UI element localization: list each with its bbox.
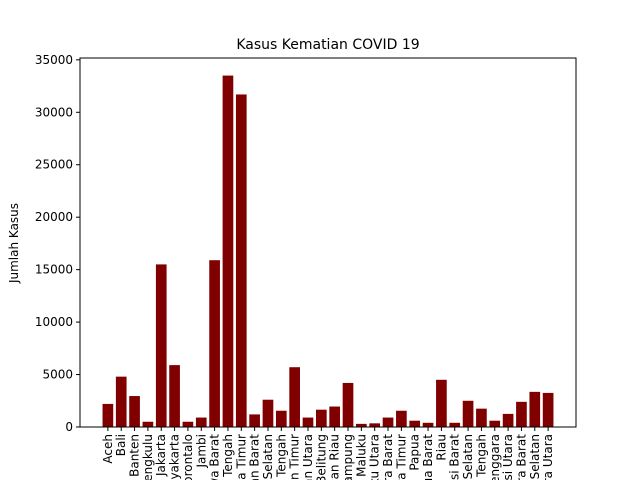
x-tick-label: Kepulauan Bangka Belitung <box>314 434 328 480</box>
x-tick-label: Jambi <box>194 434 208 469</box>
x-tick-label: Riau <box>434 434 448 461</box>
y-tick-label: 25000 <box>35 158 73 172</box>
bar <box>155 264 167 427</box>
y-tick-label: 5000 <box>42 368 73 382</box>
y-tick-label: 35000 <box>35 53 73 67</box>
x-tick-label: Sulawesi Tengah <box>474 434 488 480</box>
bar <box>356 423 367 427</box>
x-tick-label: Maluku Utara <box>368 434 382 480</box>
bar <box>275 410 287 427</box>
bar <box>449 422 461 427</box>
x-tick-label: Lampung <box>341 434 355 480</box>
x-tick-label: Sulawesi Barat <box>448 434 462 480</box>
x-tick-label: DKI Jakarta <box>154 434 168 480</box>
x-tick-label: Jawa Tengah <box>221 434 235 480</box>
y-tick-label: 0 <box>65 420 73 434</box>
x-tick-label: Banten <box>128 434 142 477</box>
x-tick-label: Papua Barat <box>421 434 435 480</box>
bar <box>102 403 114 427</box>
x-tick-label: Sumatera Utara <box>541 434 555 480</box>
bar <box>516 401 527 427</box>
bar <box>396 410 407 427</box>
x-tick-label: Jawa Barat <box>208 434 222 480</box>
bar <box>182 421 194 427</box>
chart-title: Kasus Kematian COVID 19 <box>236 37 419 53</box>
bar <box>142 421 154 427</box>
x-tick-label: Kalimantan Timur <box>288 434 302 480</box>
x-tick-label: Sumatera Barat <box>514 434 528 480</box>
bar <box>249 414 260 427</box>
bar <box>489 420 501 427</box>
x-tick-label: Sulawesi Tenggara <box>488 434 502 480</box>
bar <box>382 417 394 427</box>
x-tick-label: Sumatera Selatan <box>528 434 542 480</box>
bar <box>422 422 434 427</box>
bar <box>289 367 300 427</box>
y-axis-label: Jumlah Kasus <box>7 203 21 284</box>
bar <box>262 399 274 427</box>
x-tick-label: Bengkulu <box>141 434 155 480</box>
bar <box>529 391 541 427</box>
x-tick-label: Nusa Tenggara Barat <box>381 434 395 480</box>
bar <box>409 420 421 427</box>
x-tick-label: Bali <box>114 434 128 456</box>
bar <box>542 392 554 427</box>
x-tick-label: Kalimantan Utara <box>301 434 315 480</box>
x-tick-label: Kepulauan Riau <box>328 434 342 480</box>
bar <box>169 365 180 427</box>
x-tick-label: Sulawesi Utara <box>501 434 515 480</box>
x-tick-label: Gorontalo <box>181 434 195 480</box>
bar <box>302 417 314 427</box>
y-tick-label: 15000 <box>35 263 73 277</box>
y-tick-label: 20000 <box>35 210 73 224</box>
x-tick-label: Kalimantan Barat <box>248 434 262 480</box>
x-tick-label: DI Yogyakarta <box>168 434 182 480</box>
bar <box>436 379 447 427</box>
bar <box>115 376 127 427</box>
y-tick-label: 10000 <box>35 315 73 329</box>
bar <box>342 382 354 427</box>
bar <box>129 396 140 427</box>
y-tick-label: 30000 <box>35 105 73 119</box>
bar <box>195 417 207 427</box>
x-tick-label: Jawa Timur <box>234 434 248 480</box>
bar <box>502 413 514 427</box>
x-tick-label: Papua <box>408 434 422 471</box>
x-tick-label: Aceh <box>101 434 115 464</box>
bar <box>235 94 247 427</box>
bar <box>476 408 487 427</box>
bar <box>462 400 474 427</box>
bar <box>329 406 341 427</box>
x-tick-label: Kalimantan Selatan <box>261 434 275 480</box>
bar <box>315 409 327 427</box>
x-tick-label: Maluku <box>354 434 368 477</box>
bar <box>222 75 234 428</box>
bar <box>209 260 220 427</box>
axes-frame <box>79 57 577 428</box>
x-tick-label: Sulawesi Selatan <box>461 434 475 480</box>
x-tick-label: Kalimantan Tengah <box>274 434 288 480</box>
bar <box>369 423 381 427</box>
x-tick-label: Nusa Tenggara Timur <box>394 434 408 480</box>
